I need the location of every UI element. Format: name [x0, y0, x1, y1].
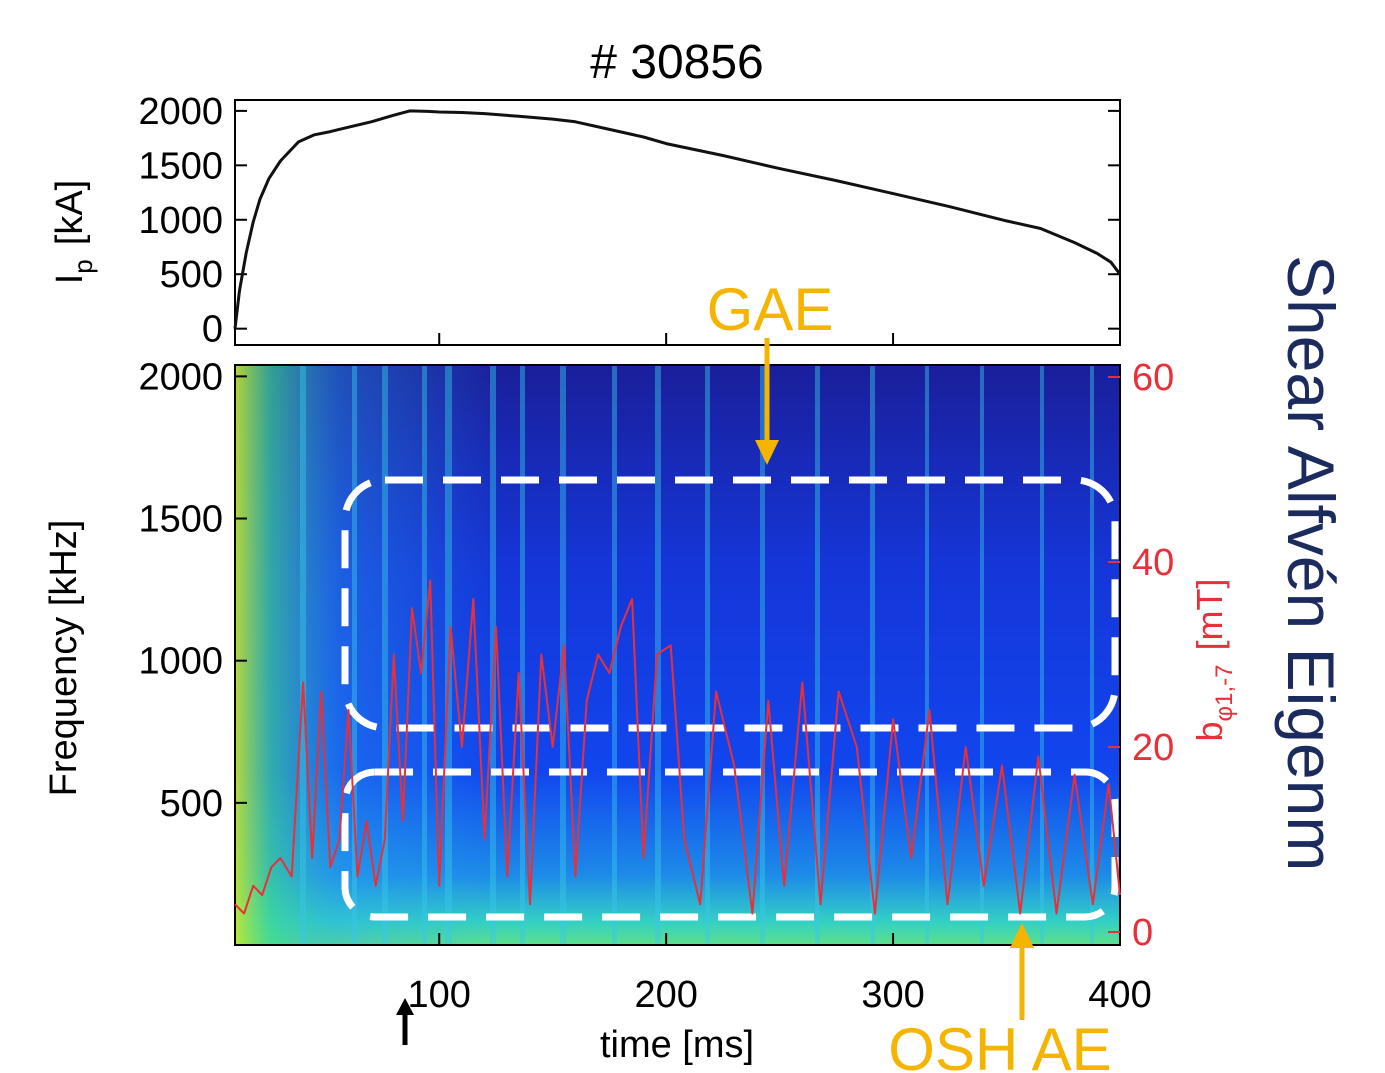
y-tick-label: 2000	[138, 356, 223, 398]
data-line	[233, 109, 1122, 329]
y-tick-label: 1500	[138, 499, 223, 541]
y-label-sub: p	[68, 259, 98, 273]
annotation-arrows	[755, 338, 1034, 1020]
y-tick-label: 500	[160, 783, 223, 825]
y2-label-unit: [mT]	[1189, 579, 1230, 651]
y-label-main: I	[49, 274, 91, 285]
y2-label-sub: φ1,-7	[1211, 665, 1238, 722]
y2-axis-label: bφ1,-7 [mT]	[1189, 579, 1238, 742]
y-tick-label: 2000	[138, 91, 223, 133]
y2-label-main: b	[1189, 721, 1230, 741]
x-tick-label: 400	[1088, 974, 1151, 1016]
x-tick-label: 300	[861, 974, 924, 1016]
annotation: GAE	[707, 276, 834, 343]
time-marker-arrow	[396, 998, 414, 1045]
y-tick-label: 0	[202, 309, 223, 351]
chart-title: # 30856	[590, 36, 764, 89]
y-tick-label: 500	[160, 254, 223, 296]
y2-tick-label: 20	[1132, 727, 1174, 769]
y-label-unit: [kA]	[49, 180, 91, 245]
x-tick-label: 200	[634, 974, 697, 1016]
y-tick-label: 1500	[138, 145, 223, 187]
y-axis-label: Ip [kA]	[49, 180, 98, 285]
x-tick-label: 100	[408, 974, 471, 1016]
y2-tick-label: 40	[1132, 542, 1174, 584]
y2-tick-label: 60	[1132, 357, 1174, 399]
y-tick-label: 1000	[138, 200, 223, 242]
spectrogram-image	[235, 365, 1120, 945]
side-heading: Shear Alfvén Eigenm	[1274, 255, 1348, 871]
y-axis-label: Frequency [kHz]	[43, 520, 85, 797]
y2-tick-label: 0	[1132, 912, 1153, 954]
top-frame	[234, 99, 1121, 346]
annotation: OSH AE	[888, 1016, 1111, 1073]
x-axis-label: time [ms]	[600, 1024, 754, 1066]
bottom-frame	[234, 364, 1121, 946]
data-line	[234, 579, 1121, 915]
y-tick-label: 1000	[138, 641, 223, 683]
highlight-boxes	[341, 476, 1119, 921]
